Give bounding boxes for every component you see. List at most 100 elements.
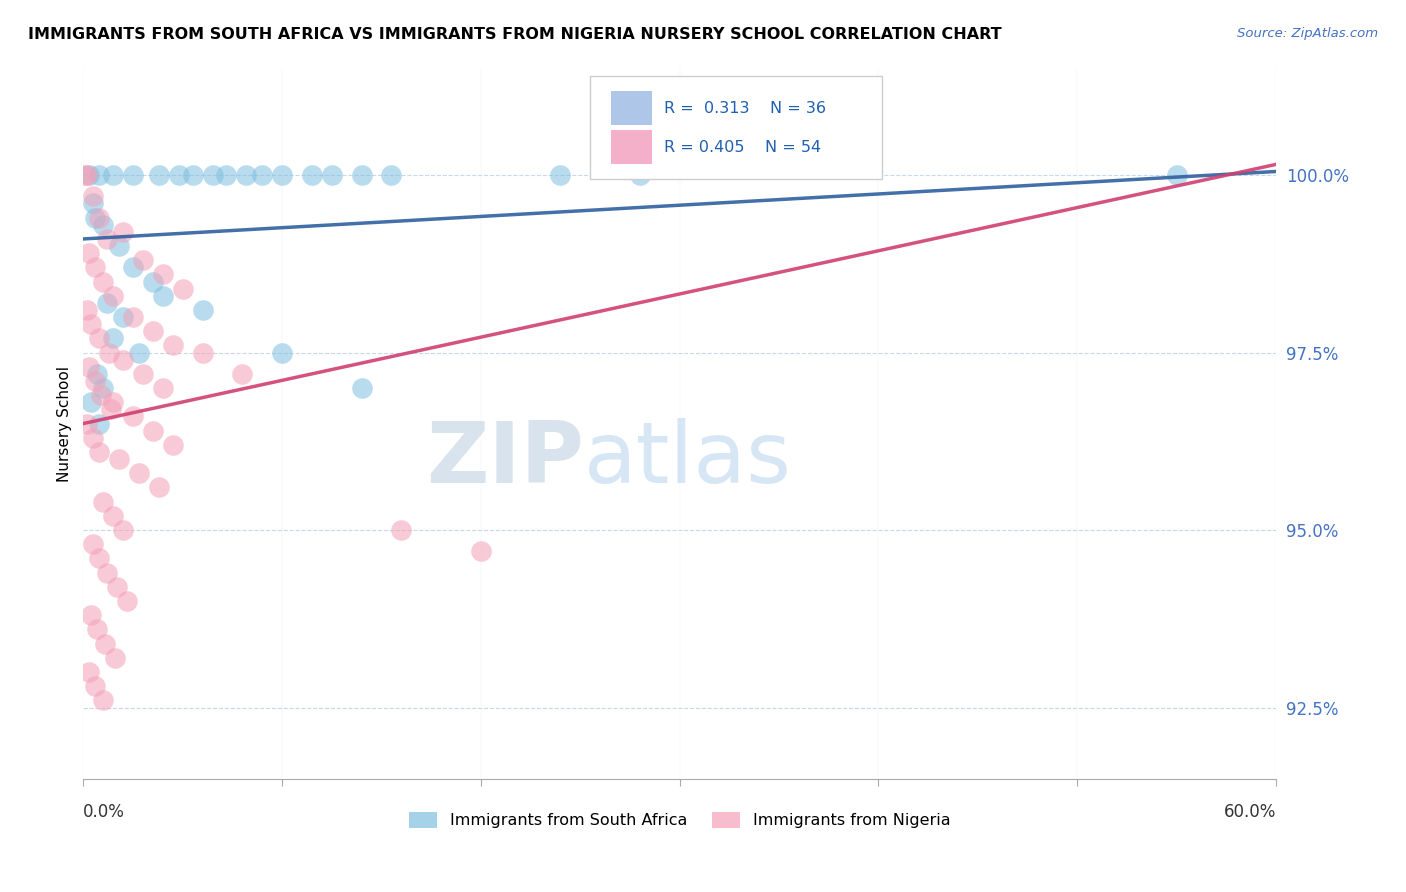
Point xyxy=(142,324,165,338)
Point xyxy=(77,359,100,374)
Text: R = 0.405    N = 54: R = 0.405 N = 54 xyxy=(664,140,821,155)
Point xyxy=(167,168,190,182)
Point xyxy=(132,253,155,268)
Point xyxy=(132,367,155,381)
Legend: Immigrants from South Africa, Immigrants from Nigeria: Immigrants from South Africa, Immigrants… xyxy=(402,805,957,835)
Point xyxy=(152,268,174,282)
Point xyxy=(148,168,170,182)
Point xyxy=(77,665,100,679)
Point xyxy=(89,331,111,345)
Point xyxy=(100,402,122,417)
FancyBboxPatch shape xyxy=(610,130,652,164)
Point xyxy=(91,693,114,707)
Point xyxy=(96,232,118,246)
Point xyxy=(271,345,294,359)
Point xyxy=(122,409,145,424)
Y-axis label: Nursery School: Nursery School xyxy=(58,366,72,482)
Point xyxy=(142,275,165,289)
Point xyxy=(82,537,104,551)
Point xyxy=(181,168,204,182)
Point xyxy=(89,417,111,431)
Point xyxy=(101,168,124,182)
Text: atlas: atlas xyxy=(585,417,792,500)
FancyBboxPatch shape xyxy=(591,76,883,178)
Point xyxy=(112,523,135,537)
Point xyxy=(350,381,373,395)
Text: 60.0%: 60.0% xyxy=(1223,804,1277,822)
Point xyxy=(101,289,124,303)
Point xyxy=(201,168,224,182)
Point xyxy=(215,168,238,182)
Text: IMMIGRANTS FROM SOUTH AFRICA VS IMMIGRANTS FROM NIGERIA NURSERY SCHOOL CORRELATI: IMMIGRANTS FROM SOUTH AFRICA VS IMMIGRAN… xyxy=(28,27,1001,42)
Point xyxy=(91,275,114,289)
Point xyxy=(128,467,150,481)
Point xyxy=(89,551,111,566)
Point xyxy=(162,338,184,352)
Point xyxy=(82,189,104,203)
Point xyxy=(350,168,373,182)
Point xyxy=(628,168,651,182)
Point xyxy=(108,452,131,467)
Point xyxy=(1166,168,1188,182)
Point xyxy=(105,580,128,594)
Text: 0.0%: 0.0% xyxy=(83,804,125,822)
Point xyxy=(94,637,117,651)
Point xyxy=(231,367,253,381)
Text: Source: ZipAtlas.com: Source: ZipAtlas.com xyxy=(1237,27,1378,40)
Point xyxy=(389,523,412,537)
Point xyxy=(380,168,402,182)
Point xyxy=(80,608,103,623)
Point xyxy=(82,196,104,211)
Point xyxy=(152,289,174,303)
Point xyxy=(76,302,98,317)
Point xyxy=(89,445,111,459)
Point xyxy=(84,679,107,693)
Point xyxy=(101,395,124,409)
Point xyxy=(191,302,214,317)
Point xyxy=(91,381,114,395)
Point xyxy=(76,417,98,431)
Point xyxy=(128,345,150,359)
Point xyxy=(84,374,107,388)
Point xyxy=(80,395,103,409)
Point xyxy=(122,310,145,324)
Point xyxy=(271,168,294,182)
Point xyxy=(191,345,214,359)
Point xyxy=(321,168,343,182)
Point xyxy=(148,480,170,494)
Point xyxy=(250,168,273,182)
Point xyxy=(82,431,104,445)
Point xyxy=(152,381,174,395)
Point xyxy=(101,508,124,523)
Text: ZIP: ZIP xyxy=(426,417,585,500)
Point xyxy=(122,260,145,275)
Point xyxy=(301,168,323,182)
Point xyxy=(115,594,138,608)
Point xyxy=(101,331,124,345)
Text: R =  0.313    N = 36: R = 0.313 N = 36 xyxy=(664,101,827,116)
Point xyxy=(108,239,131,253)
Point xyxy=(89,211,111,225)
Point xyxy=(96,296,118,310)
Point xyxy=(77,168,100,182)
Point xyxy=(172,282,194,296)
Point xyxy=(470,544,492,558)
Point xyxy=(98,345,121,359)
Point xyxy=(142,424,165,438)
Point xyxy=(84,211,107,225)
Point xyxy=(104,651,127,665)
Point xyxy=(91,494,114,508)
Point xyxy=(77,246,100,260)
Point xyxy=(76,168,98,182)
FancyBboxPatch shape xyxy=(610,91,652,125)
Point xyxy=(162,438,184,452)
Point xyxy=(86,367,108,381)
Point xyxy=(96,566,118,580)
Point xyxy=(80,317,103,331)
Point xyxy=(112,225,135,239)
Point xyxy=(89,168,111,182)
Point xyxy=(112,352,135,367)
Point xyxy=(122,168,145,182)
Point xyxy=(91,218,114,232)
Point xyxy=(550,168,572,182)
